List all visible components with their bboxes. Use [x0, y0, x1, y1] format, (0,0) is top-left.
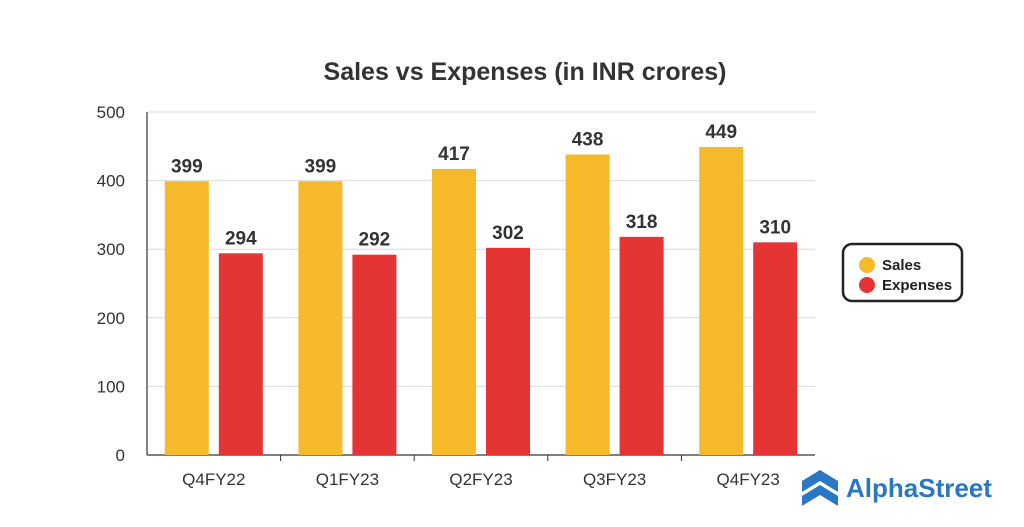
brand-name: AlphaStreet: [846, 472, 992, 503]
legend-label-sales: Sales: [882, 257, 921, 274]
data-label-sales: 399: [171, 156, 203, 177]
bar-sales: [565, 154, 610, 456]
y-tick-label: 500: [97, 103, 125, 122]
x-tick-label: Q3FY23: [583, 470, 646, 489]
data-label-expenses: 302: [492, 223, 524, 244]
data-label-expenses: 318: [626, 212, 658, 233]
y-tick-label: 300: [97, 240, 125, 259]
data-label-sales: 438: [572, 130, 604, 151]
y-tick-label: 400: [97, 172, 125, 191]
data-label-sales: 399: [305, 156, 337, 177]
x-tick-label: Q4FY23: [717, 470, 780, 489]
alphastreet-logo-icon: [802, 470, 838, 506]
bar-sales: [432, 168, 476, 456]
brand-logo: AlphaStreet: [800, 466, 1015, 510]
x-tick-label: Q2FY23: [449, 470, 512, 489]
data-label-expenses: 294: [225, 228, 257, 249]
bar-expenses: [619, 236, 664, 455]
legend: Sales Expenses: [841, 242, 964, 303]
bar-sales: [298, 181, 343, 455]
legend-label-expenses: Expenses: [882, 277, 952, 294]
bar-expenses: [352, 254, 397, 455]
data-label-sales: 417: [438, 144, 470, 165]
axes: 0 100 200 300 400 500 Q4FY22 Q1FY23 Q2FY23 Q3FY23…: [97, 103, 815, 489]
bar-expenses: [218, 253, 263, 455]
y-tick-label: 0: [116, 446, 125, 465]
bar-expenses: [486, 247, 530, 455]
bar-sales: [164, 181, 209, 455]
y-tick-label: 200: [97, 309, 125, 328]
bars: [164, 146, 798, 456]
y-tick-label: 100: [97, 377, 125, 396]
data-label-expenses: 310: [759, 217, 791, 238]
bar-sales: [699, 146, 744, 455]
bar-expenses: [753, 242, 798, 455]
data-label-sales: 449: [705, 122, 737, 143]
legend-swatch-expenses: [859, 277, 875, 293]
data-labels: 399 294 399 292 417 302 438 318 449 310: [171, 122, 791, 251]
x-tick-label: Q4FY22: [182, 470, 245, 489]
legend-swatch-sales: [859, 257, 875, 273]
chart-title: Sales vs Expenses (in INR crores): [324, 58, 727, 86]
data-label-expenses: 292: [359, 230, 391, 251]
x-tick-label: Q1FY23: [316, 470, 379, 489]
